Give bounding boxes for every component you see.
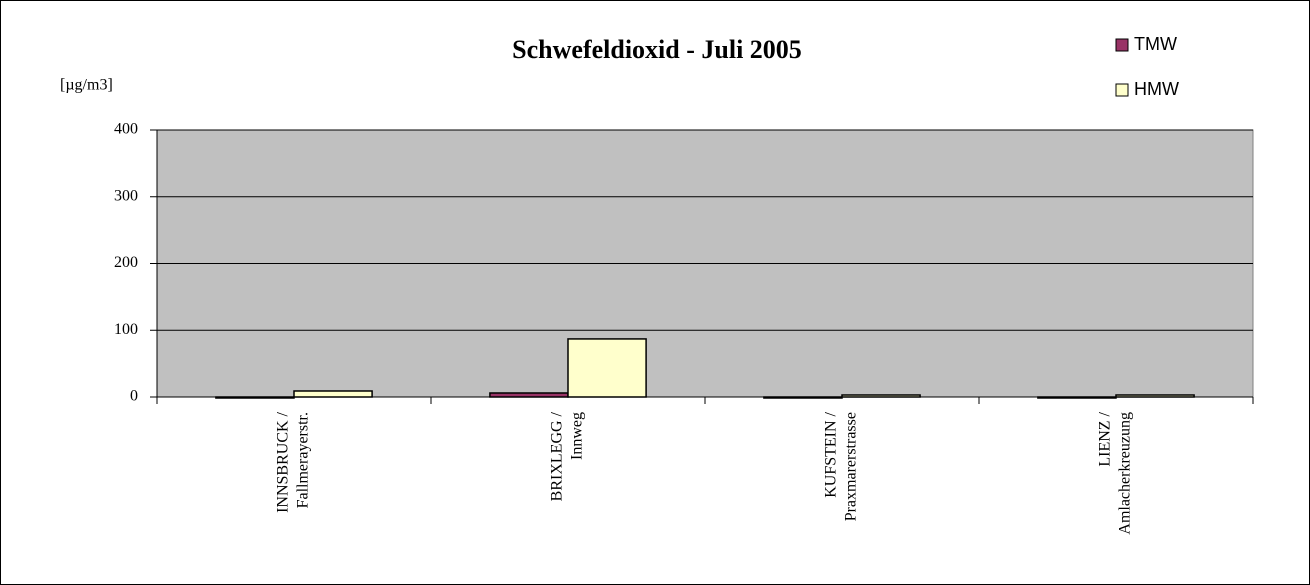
- y-tick-label: 0: [130, 388, 138, 405]
- x-tick-label: Amlacherkreuzung: [1117, 412, 1134, 535]
- x-tick-label: Praxmarerstrasse: [843, 412, 860, 521]
- y-tick-label: 400: [114, 121, 138, 138]
- bar: [1037, 396, 1117, 399]
- chart-title: Schwefeldioxid - Juli 2005: [512, 35, 802, 64]
- bar: [489, 392, 569, 398]
- y-tick-label: 200: [114, 254, 138, 271]
- legend-swatch: [1115, 38, 1129, 52]
- legend-label: HMW: [1134, 79, 1179, 99]
- x-tick-label: LIENZ /: [1097, 411, 1114, 466]
- bar: [841, 394, 921, 398]
- bar: [763, 396, 843, 399]
- x-tick-label: Innweg: [569, 412, 586, 460]
- legend-swatch: [1115, 83, 1129, 97]
- x-tick-label: INNSBRUCK /: [275, 411, 292, 512]
- x-tick-label: KUFSTEIN /: [823, 411, 840, 497]
- bar: [293, 390, 373, 398]
- y-tick-label: 300: [114, 187, 138, 204]
- y-tick-label: 100: [114, 321, 138, 338]
- y-axis-label: [µg/m3]: [60, 77, 113, 94]
- bar: [567, 338, 647, 398]
- legend-label: TMW: [1134, 34, 1177, 54]
- x-tick-label: BRIXLEGG /: [549, 411, 566, 501]
- x-tick-label: Fallmerayerstr.: [295, 412, 312, 508]
- bar: [1115, 394, 1195, 398]
- bar: [215, 396, 295, 399]
